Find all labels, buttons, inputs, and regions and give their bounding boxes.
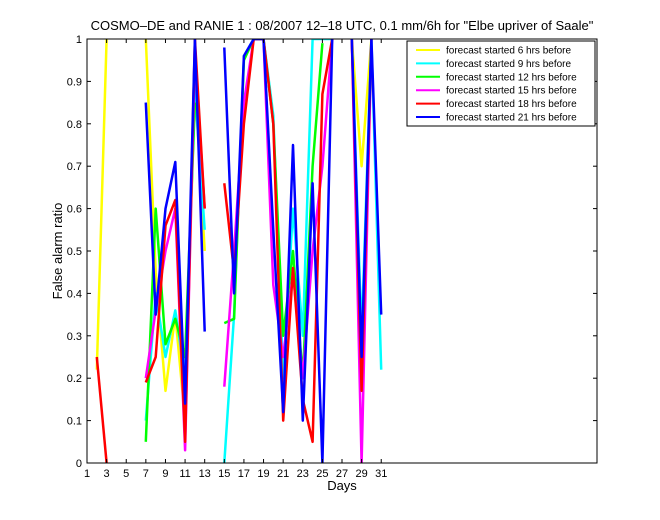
y-tick-label-10: 1 bbox=[76, 34, 82, 46]
series-6-line-segment-1 bbox=[144, 39, 206, 405]
y-tick-label-6: 0.6 bbox=[67, 204, 82, 216]
y-tick-label-0: 0 bbox=[76, 458, 82, 470]
x-tick-label-2: 5 bbox=[123, 468, 129, 480]
series-6-line-segment-2 bbox=[223, 39, 334, 463]
series-1-line-segment-3 bbox=[350, 39, 373, 168]
y-tick-label-8: 0.8 bbox=[67, 119, 82, 131]
x-tick-label-7: 15 bbox=[218, 468, 230, 480]
series-6 bbox=[144, 39, 383, 463]
y-tick-label-7: 0.7 bbox=[67, 161, 82, 173]
y-tick-label-2: 0.2 bbox=[67, 373, 82, 385]
legend-label-3: forecast started 12 hrs before bbox=[446, 72, 577, 83]
series-1-line-segment-1 bbox=[95, 39, 108, 370]
y-ticks: 0 0.1 0.2 0.3 0.4 0.5 0.6 0.7 0.8 0.9 1 bbox=[67, 34, 597, 470]
x-tick-label-4: 9 bbox=[162, 468, 168, 480]
chart-title: COSMO–DE and RANIE 1 : 08/2007 12–18 UTC… bbox=[91, 18, 594, 33]
series-5-line-segment-1 bbox=[95, 356, 108, 463]
x-tick-label-5: 11 bbox=[179, 468, 190, 480]
y-tick-label-4: 0.4 bbox=[67, 288, 82, 300]
series-5-line-segment-3 bbox=[223, 39, 334, 444]
x-tick-label-6: 13 bbox=[199, 468, 211, 480]
x-axis-label: Days bbox=[327, 478, 357, 493]
legend-label-5: forecast started 18 hrs before bbox=[446, 99, 577, 110]
legend-label-2: forecast started 9 hrs before bbox=[446, 59, 572, 70]
x-tick-label-11: 23 bbox=[297, 468, 309, 480]
x-ticks: 1 3 5 7 9 11 13 15 17 19 21 23 25 27 29 31 bbox=[84, 39, 387, 480]
y-tick-label-5: 0.5 bbox=[67, 246, 82, 258]
x-tick-label-8: 17 bbox=[238, 468, 250, 480]
x-tick-label-13: 27 bbox=[336, 468, 348, 480]
y-tick-label-3: 0.3 bbox=[67, 331, 82, 343]
y-axis-label: False alarm ratio bbox=[50, 203, 65, 300]
x-tick-label-3: 7 bbox=[143, 468, 149, 480]
x-tick-label-0: 1 bbox=[84, 468, 90, 480]
legend-label-4: forecast started 15 hrs before bbox=[446, 86, 577, 97]
x-tick-label-15: 31 bbox=[375, 468, 387, 480]
series-2 bbox=[144, 39, 383, 463]
x-tick-label-10: 21 bbox=[277, 468, 289, 480]
series-5-line-segment-2 bbox=[144, 39, 206, 444]
x-tick-label-14: 29 bbox=[355, 468, 367, 480]
x-tick-label-1: 3 bbox=[104, 468, 110, 480]
legend: forecast started 6 hrs before forecast st… bbox=[406, 40, 596, 127]
legend-box bbox=[406, 40, 596, 127]
legend-label-1: forecast started 6 hrs before bbox=[446, 46, 572, 57]
y-tick-label-9: 0.9 bbox=[67, 76, 82, 88]
x-tick-label-9: 19 bbox=[257, 468, 269, 480]
series-layer bbox=[95, 39, 383, 463]
y-tick-label-1: 0.1 bbox=[67, 416, 82, 428]
x-tick-label-12: 25 bbox=[316, 468, 328, 480]
plot-area: 1 3 5 7 9 11 13 15 17 19 21 23 25 27 29 31 00.10.20.30.… bbox=[67, 34, 598, 480]
legend-label-6: forecast started 21 hrs before bbox=[446, 113, 577, 124]
series-6-line-segment-3 bbox=[350, 39, 383, 359]
